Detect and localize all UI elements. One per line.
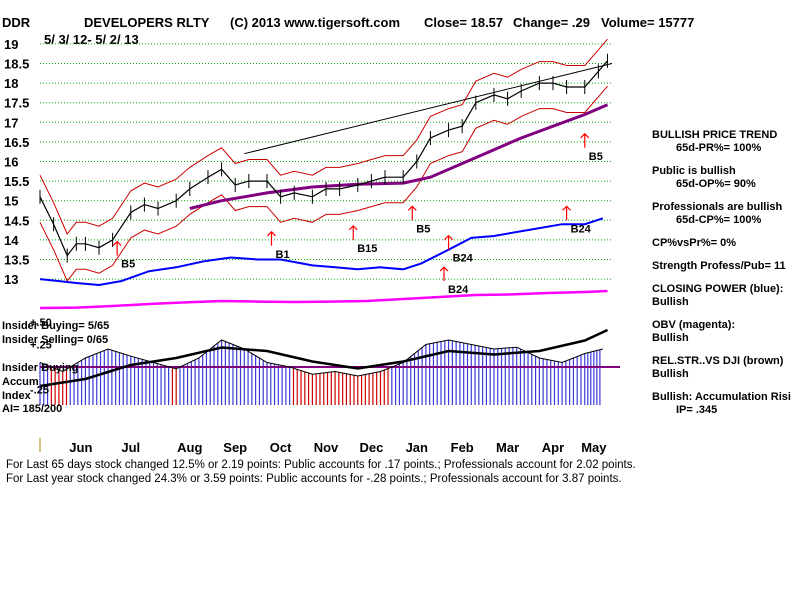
buy-signal-label: B24 — [448, 284, 469, 296]
date-range: 5/ 3/ 12- 5/ 2/ 13 — [44, 32, 139, 47]
accumulation-axis: +.50 +.25 -.25 — [30, 317, 52, 397]
close-value: Close= 18.57 — [424, 15, 503, 30]
sidebar-item-value: Bullish — [652, 332, 689, 344]
accum-label: Accum — [2, 376, 39, 388]
relative-strength-line — [39, 328, 609, 388]
month-tick-label: May — [581, 440, 607, 455]
signal-markers: B5 B1 B15 B5 B24 B24 B24 B5 — [112, 132, 603, 296]
price-gridlines — [40, 43, 612, 280]
index-label: Index — [2, 390, 32, 402]
obv-line — [39, 289, 608, 310]
buy-signal-label: B5 — [416, 223, 430, 235]
insider-buying-count: Insider Buying= 5/65 — [2, 320, 109, 332]
price-tick-label: 18.5 — [4, 57, 29, 72]
buy-signal-label: B15 — [357, 243, 377, 255]
sidebar-item-title: Public is bullish — [652, 165, 736, 177]
sidebar-item-title: Strength Profess/Pub= 11 — [652, 260, 786, 272]
footer-line-1: For Last 65 days stock changed 12.5% or … — [6, 459, 636, 471]
sidebar-item-title: OBV (magenta): — [652, 319, 735, 331]
lower-band-line — [39, 85, 608, 282]
footer-line-2: For Last year stock changed 24.3% or 3.5… — [6, 473, 622, 485]
sidebar-item-value: 65d-CP%= 100% — [676, 214, 762, 226]
month-tick-label: Mar — [496, 440, 519, 455]
price-trendline — [244, 63, 613, 155]
buy-signal-label: B5 — [121, 259, 135, 271]
copyright-text: (C) 2013 www.tigersoft.com — [230, 15, 400, 30]
sidebar-item-value: Bullish — [652, 296, 689, 308]
sidebar-item-value: 65d-OP%= 90% — [676, 178, 756, 190]
buy-signal-arrow — [562, 205, 572, 221]
moving-average-line — [189, 103, 609, 210]
month-tick-label: Jun — [69, 440, 92, 455]
month-axis: Jun Jul Aug Sep Oct Nov Dec Jan Feb Mar Apr May — [69, 440, 607, 455]
price-tick-label: 13 — [4, 272, 18, 287]
month-tick-label: Aug — [177, 440, 202, 455]
insider-selling-count: Insider Selling= 0/65 — [2, 334, 108, 346]
insider-buying-label: Insider Buying — [2, 362, 78, 374]
price-tick-label: 17 — [4, 115, 18, 130]
sidebar-item-title: Professionals are bullish — [652, 201, 782, 213]
buy-signal-label: B24 — [571, 223, 592, 235]
upper-band-line — [39, 38, 608, 235]
accumulation-tick-label: +.50 — [30, 317, 52, 329]
company-name: DEVELOPERS RLTY — [84, 15, 210, 30]
month-tick-label: Dec — [359, 440, 383, 455]
month-tick-label: Jan — [406, 440, 428, 455]
buy-signal-arrow — [267, 230, 276, 246]
accumulation-bars — [39, 340, 601, 405]
month-tick-label: Apr — [542, 440, 564, 455]
buy-signal-label: B1 — [276, 249, 290, 261]
buy-signal-label: B5 — [589, 151, 603, 163]
price-tick-label: 13.5 — [4, 252, 29, 267]
buy-signal-arrow — [348, 225, 358, 240]
ai-value: AI= 185/200 — [2, 403, 62, 415]
sidebar-item-title: CLOSING POWER (blue): — [652, 283, 783, 295]
price-tick-label: 17.5 — [4, 96, 29, 111]
price-tick-label: 16 — [4, 155, 18, 170]
price-tick-label: 19 — [4, 37, 18, 52]
price-tick-label: 16.5 — [4, 135, 29, 150]
buy-signal-arrow — [407, 205, 417, 221]
accumulation-tick-label: -.25 — [30, 385, 49, 397]
ticker-symbol: DDR — [2, 15, 31, 30]
price-tick-label: 18 — [4, 76, 18, 91]
sidebar-item-value: IP= .345 — [676, 404, 717, 416]
accumulation-index-line — [39, 339, 604, 377]
month-tick-label: Feb — [451, 440, 474, 455]
buy-signal-arrow — [444, 234, 453, 250]
sidebar-item-value: Bullish — [652, 368, 689, 380]
accumulation-tick-label: +.25 — [30, 340, 52, 352]
month-tick-label: Nov — [314, 440, 339, 455]
change-value: Change= .29 — [513, 15, 590, 30]
price-line — [39, 60, 608, 257]
buy-signal-label: B24 — [453, 253, 474, 265]
month-tick-label: Sep — [223, 440, 247, 455]
price-tick-label: 15.5 — [4, 174, 29, 189]
sidebar-item-title: REL.STR..VS DJI (brown) — [652, 355, 784, 367]
closing-power-line — [39, 217, 604, 287]
sidebar-item-value: 65d-PR%= 100% — [676, 142, 762, 154]
price-tick-label: 15 — [4, 194, 18, 209]
sidebar-item-title: BULLISH PRICE TREND — [652, 129, 777, 141]
buy-signal-arrow — [439, 266, 449, 282]
buy-signal-arrow — [112, 240, 122, 256]
price-tick-label: 14 — [4, 233, 19, 248]
sidebar-item-title: Bullish: Accumulation Risi — [652, 391, 791, 403]
sidebar-item-title: CP%vsPr%= 0% — [652, 237, 736, 249]
price-tick-label: 14.5 — [4, 213, 29, 228]
price-axis: 13 13.5 14 14.5 15 15.5 16 16.5 17 17.5 18 18.5 19 — [4, 37, 29, 287]
month-tick-label: Jul — [121, 440, 140, 455]
month-tick-label: Oct — [270, 440, 292, 455]
buy-signal-arrow — [580, 132, 590, 148]
volume-value: Volume= 15777 — [601, 15, 694, 30]
